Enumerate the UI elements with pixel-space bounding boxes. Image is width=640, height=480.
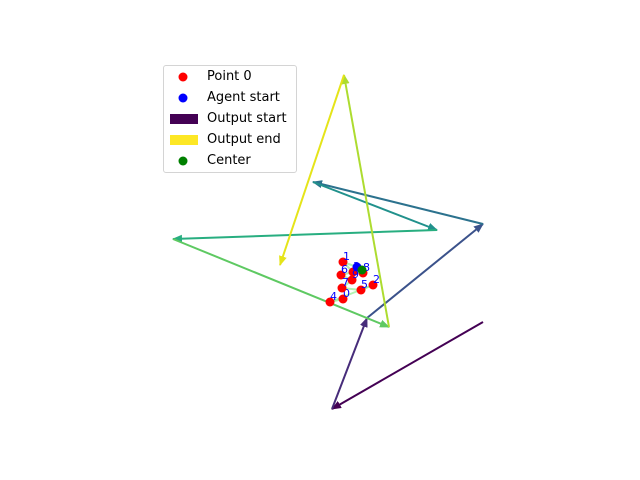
output-arrow-7 [341,74,390,328]
point-1 [338,257,348,267]
legend-label: Center [207,153,251,168]
legend-item-agent-start: Agent start [164,89,298,107]
legend-label: Output start [207,111,287,126]
point-0 [338,294,348,304]
point-label-5: 5 [361,278,368,291]
point-label-0: 0 [343,287,350,300]
point-5 [356,285,366,295]
legend-marker-center [178,156,188,166]
point-6 [336,270,346,280]
legend-patch-output-start [170,114,198,124]
point-label-7: 7 [342,276,349,289]
point-label-6: 6 [341,263,348,276]
legend-item-output-start: Output start [164,110,298,128]
point-7 [337,283,347,293]
legend-marker-agent-start [178,93,188,103]
output-arrow-5 [172,229,438,243]
point-9 [347,275,357,285]
data-points: 0123456789 [325,250,380,307]
output-arrow-8 [279,74,345,266]
legend: Point 0 Agent start Output start Output … [163,65,297,173]
center-point [357,265,367,275]
legend-label: Output end [207,132,281,147]
output-arrow-2 [366,223,484,319]
output-path [172,74,484,410]
legend-item-center: Center [164,152,298,170]
legend-patch-output-end [170,135,198,145]
point-4 [325,297,335,307]
output-arrow-3 [312,180,484,225]
output-arrow-6 [172,238,390,328]
output-arrow-0 [331,321,484,410]
agent-path-segment-7 [329,284,374,303]
output-arrow-1 [331,317,368,410]
point-label-2: 2 [373,273,380,286]
legend-label: Agent start [207,90,280,105]
point-label-9: 9 [352,268,359,281]
legend-item-point-0: Point 0 [164,68,298,86]
point-label-8: 8 [363,261,370,274]
legend-label: Point 0 [207,69,252,84]
legend-item-output-end: Output end [164,131,298,149]
point-label-1: 1 [343,250,350,263]
point-label-4: 4 [330,290,337,303]
point-2 [368,280,378,290]
output-arrow-4 [312,181,438,231]
legend-marker-point-0 [178,72,188,82]
